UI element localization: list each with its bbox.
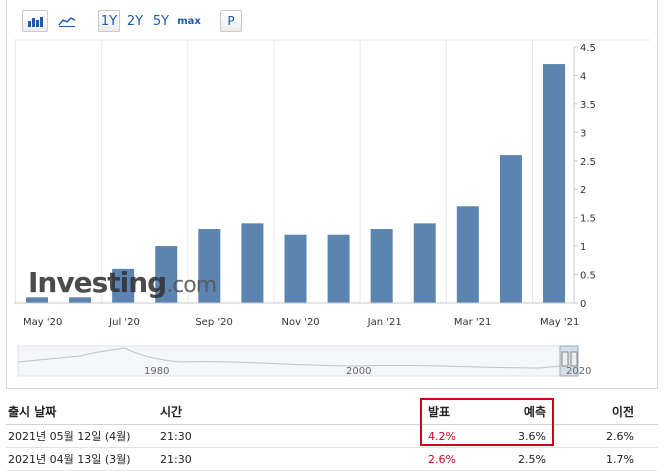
header-actual[interactable]: 발표	[428, 404, 451, 419]
bar	[413, 223, 436, 303]
p-button-label: P	[227, 14, 235, 28]
header-date[interactable]: 출시 날짜	[8, 404, 57, 419]
range-5y-button[interactable]: 5Y	[152, 13, 170, 29]
row-previous: 1.7%	[606, 452, 634, 466]
bar	[198, 229, 221, 303]
header-forecast[interactable]: 예측	[523, 404, 546, 419]
header-time[interactable]: 시간	[160, 404, 183, 419]
bar	[543, 64, 565, 303]
bar-chart: 0 0.5 1 1.5 2 2.5 3 3.5 4 4.5 May '20 Jul '20 Sep '2…	[14, 39, 650, 377]
navigator-label: 2020	[566, 366, 591, 377]
y-tick-label: 1.5	[580, 214, 596, 225]
navigator	[17, 345, 579, 377]
bar	[499, 155, 522, 303]
y-tick-label: 4.5	[580, 43, 596, 54]
range-max-button[interactable]: max	[177, 15, 201, 27]
bar	[370, 229, 393, 303]
navigator-handle-left	[561, 351, 569, 367]
bar-chart-button[interactable]	[22, 10, 48, 32]
table-row: 2021년 04월 13일 (3월) 21:30 2.6% 2.5% 1.7%	[6, 448, 658, 471]
x-tick-label: Jul '20	[108, 317, 140, 328]
y-tick-label: 1	[580, 242, 586, 253]
row-time: 21:30	[160, 452, 192, 466]
bar	[456, 206, 479, 303]
navigator-label: 2000	[346, 366, 371, 377]
row-date: 2021년 05월 12일 (4월)	[8, 430, 131, 443]
bar	[241, 223, 264, 303]
table-header-row: 출시 날짜 시간 발표 예측 이전	[6, 398, 658, 425]
bar	[155, 246, 178, 303]
y-tick-label: 0	[580, 299, 586, 310]
navigator-label: 1980	[144, 366, 169, 377]
table-row: 2021년 05월 12일 (4월) 21:30 4.2% 3.6% 2.6%	[6, 425, 658, 448]
bar	[69, 297, 92, 303]
y-tick-label: 4	[580, 71, 586, 82]
header-previous[interactable]: 이전	[611, 404, 634, 419]
row-actual: 2.6%	[428, 452, 456, 466]
investing-watermark: Investing.com	[28, 266, 217, 299]
watermark-suffix: .com	[166, 273, 217, 298]
row-time: 21:30	[160, 429, 192, 443]
x-tick-label: May '20	[23, 317, 62, 328]
range-1y-button[interactable]: 1Y	[98, 10, 120, 32]
line-chart-icon	[58, 17, 76, 27]
row-previous: 2.6%	[606, 429, 634, 443]
y-tick-label: 2.5	[580, 157, 596, 168]
x-tick-label: Nov '20	[282, 317, 320, 328]
navigator-handle-right	[570, 351, 578, 367]
x-tick-label: May '21	[540, 317, 579, 328]
y-tick-label: 2	[580, 185, 586, 196]
watermark-brand: Investing	[28, 266, 167, 299]
bar	[284, 234, 307, 303]
release-table: 출시 날짜 시간 발표 예측 이전 2021년 05월 12일 (4월) 21:…	[6, 398, 658, 471]
row-actual: 4.2%	[428, 429, 456, 443]
bar	[26, 297, 48, 303]
y-tick-label: 0.5	[580, 271, 596, 282]
bar	[327, 234, 350, 303]
x-tick-label: Sep '20	[195, 317, 233, 328]
row-forecast: 2.5%	[518, 452, 546, 466]
line-chart-button[interactable]	[54, 10, 80, 32]
navigator-series	[17, 347, 579, 369]
p-button[interactable]: P	[220, 10, 242, 32]
row-forecast: 3.6%	[518, 429, 546, 443]
bar-chart-icon	[28, 17, 43, 27]
row-date: 2021년 04월 13일 (3월)	[8, 453, 131, 466]
range-2y-button[interactable]: 2Y	[126, 13, 144, 29]
bar	[112, 268, 135, 303]
x-tick-label: Mar '21	[454, 317, 492, 328]
y-tick-label: 3	[580, 128, 586, 139]
x-tick-label: Jan '21	[367, 317, 402, 328]
y-tick-label: 3.5	[580, 100, 596, 111]
